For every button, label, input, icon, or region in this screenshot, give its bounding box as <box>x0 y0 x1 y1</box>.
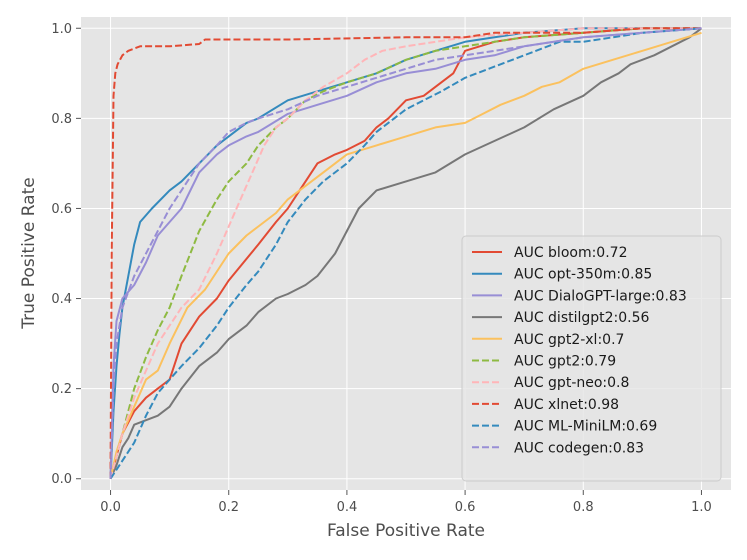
legend-label: AUC gpt-neo:0.8 <box>514 375 629 391</box>
series-line-7 <box>109 27 702 479</box>
legend-box <box>461 235 722 482</box>
x-axis-label: False Positive Rate <box>327 521 485 541</box>
y-tick-label: 0.0 <box>51 472 72 487</box>
legend: AUC bloom:0.72 AUC opt-350m:0.85 AUC Dialo… <box>461 235 722 482</box>
series-line-1 <box>109 27 702 479</box>
x-tick-label: 0.8 <box>573 500 594 515</box>
legend-label: AUC xlnet:0.98 <box>514 397 619 413</box>
y-tick-label: 0.8 <box>51 112 72 127</box>
y-tick-label: 0.4 <box>51 292 72 307</box>
legend-label: AUC DialoGPT-large:0.83 <box>514 288 687 304</box>
x-tick-label: 1.0 <box>691 500 712 515</box>
x-tick-label: 0.2 <box>218 500 239 515</box>
legend-label: AUC distilgpt2:0.56 <box>514 310 650 326</box>
series-line-4 <box>109 27 703 480</box>
series-line-10 <box>109 27 702 479</box>
series-line-3 <box>109 27 702 479</box>
y-axis-label: True Positive Rate <box>19 177 39 329</box>
legend-label: AUC ML-MiniLM:0.69 <box>514 419 657 435</box>
y-tick-label: 0.6 <box>51 202 72 217</box>
y-tick-label: 1.0 <box>51 22 72 37</box>
series-line-9 <box>109 27 702 480</box>
legend-label: AUC gpt2:0.79 <box>514 354 616 370</box>
y-tick-label: 0.2 <box>51 382 72 397</box>
legend-label: AUC codegen:0.83 <box>514 440 644 456</box>
x-tick-label: 0.6 <box>455 500 476 515</box>
legend-label: AUC bloom:0.72 <box>514 245 627 261</box>
series-line-8 <box>109 27 702 479</box>
y-axis-ticks: 0.0 0.2 0.4 0.6 0.8 1.0 <box>51 22 81 487</box>
x-tick-label: 0.0 <box>100 500 121 515</box>
x-axis-ticks: 0.0 0.2 0.4 0.6 0.8 1.0 <box>100 490 712 515</box>
series-lines <box>109 27 703 480</box>
series-line-5 <box>109 31 702 479</box>
legend-label: AUC opt-350m:0.85 <box>514 267 652 283</box>
legend-label: AUC gpt2-xl:0.7 <box>514 332 624 348</box>
x-tick-label: 0.4 <box>337 500 358 515</box>
